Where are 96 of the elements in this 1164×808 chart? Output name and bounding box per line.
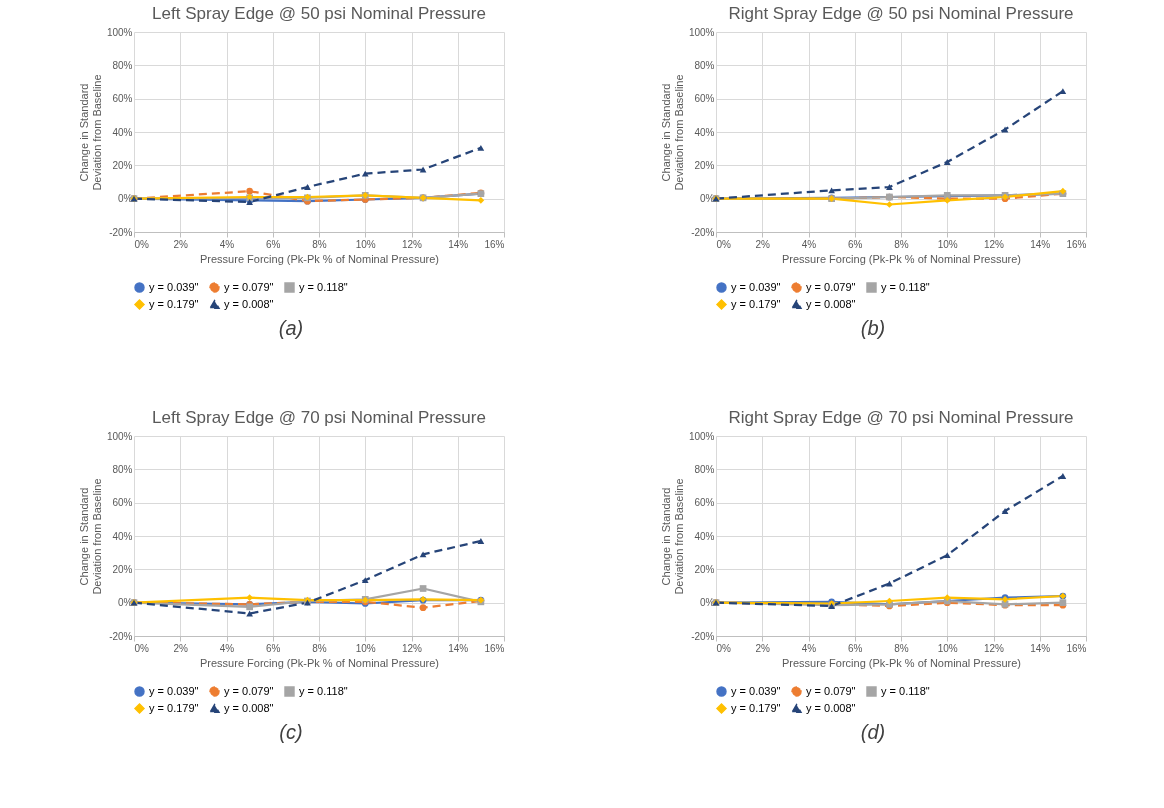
y-tick-label: -20% bbox=[690, 226, 715, 238]
x-axis-title: Pressure Forcing (Pk-Pk % of Nominal Pressure) bbox=[199, 656, 439, 669]
chart-title: Right Spray Edge @ 50 psi Nominal Pressure bbox=[727, 4, 1074, 23]
text: (c) bbox=[279, 721, 303, 744]
x-tick-label: 14% bbox=[1029, 238, 1050, 250]
y-tick-label: 60% bbox=[111, 93, 133, 105]
x-tick-label: 8% bbox=[893, 238, 909, 250]
y-tick-label: 80% bbox=[693, 59, 715, 71]
y-tick-label: 80% bbox=[111, 463, 133, 475]
legend-label: y = 0.179" bbox=[148, 297, 199, 310]
y-tick-label: 20% bbox=[111, 159, 133, 171]
y-tick-label: 40% bbox=[693, 126, 715, 138]
x-tick-label: 0% bbox=[716, 238, 731, 250]
text: (d) bbox=[860, 721, 886, 744]
x-tick-label: 12% bbox=[401, 238, 422, 250]
x-axis-title: Pressure Forcing (Pk-Pk % of Nominal Pressure) bbox=[199, 252, 439, 265]
y-tick-label: 40% bbox=[111, 530, 133, 542]
x-tick-label: 6% bbox=[847, 238, 863, 250]
y-tick-label: -20% bbox=[108, 226, 133, 238]
y-axis-title: Change in Standard Deviation from Baseline bbox=[659, 478, 685, 595]
x-tick-label: 14% bbox=[447, 642, 468, 654]
x-tick-label: 10% bbox=[937, 642, 958, 654]
y-tick-label: 20% bbox=[693, 563, 715, 575]
legend-label: y = 0.079" bbox=[223, 280, 274, 293]
x-tick-label: 4% bbox=[219, 642, 234, 654]
x-tick-label: 12% bbox=[983, 642, 1004, 654]
x-tick-label: 4% bbox=[801, 238, 816, 250]
legend-label: y = 0.039" bbox=[730, 280, 781, 293]
x-tick-label: 10% bbox=[355, 238, 376, 250]
legend-label: y = 0.118" bbox=[298, 280, 348, 293]
x-tick-label: 14% bbox=[447, 238, 468, 250]
x-tick-label: 8% bbox=[311, 642, 327, 654]
legend-label: y = 0.179" bbox=[730, 297, 781, 310]
chart-title: Left Spray Edge @ 50 psi Nominal Pressure bbox=[151, 4, 486, 23]
text: (b) bbox=[860, 317, 886, 340]
y-tick-label: 80% bbox=[693, 463, 715, 475]
x-tick-label: 6% bbox=[265, 642, 281, 654]
x-tick-label: 2% bbox=[173, 642, 188, 654]
x-tick-label: 16% bbox=[483, 238, 505, 250]
legend-label: y = 0.039" bbox=[148, 280, 199, 293]
legend-label: y = 0.079" bbox=[223, 684, 274, 697]
text: (a) bbox=[278, 317, 304, 340]
x-tick-label: 12% bbox=[983, 238, 1004, 250]
legend-label: y = 0.008" bbox=[805, 297, 856, 310]
x-tick-label: 2% bbox=[755, 238, 770, 250]
y-tick-label: -20% bbox=[108, 630, 133, 642]
x-tick-label: 4% bbox=[801, 642, 816, 654]
x-tick-label: 6% bbox=[847, 642, 863, 654]
x-tick-label: 0% bbox=[134, 642, 149, 654]
x-axis-title: Pressure Forcing (Pk-Pk % of Nominal Pressure) bbox=[781, 252, 1021, 265]
y-tick-label: 40% bbox=[111, 126, 133, 138]
x-tick-label: 2% bbox=[755, 642, 770, 654]
y-tick-label: 60% bbox=[111, 497, 133, 509]
y-axis-title: Change in Standard Deviation from Baseline bbox=[659, 74, 685, 191]
y-tick-label: 80% bbox=[111, 59, 133, 71]
x-tick-label: 8% bbox=[311, 238, 327, 250]
y-axis-title: Change in Standard Deviation from Baseline bbox=[77, 478, 103, 595]
legend-label: y = 0.179" bbox=[730, 701, 781, 714]
legend-label: y = 0.179" bbox=[148, 701, 199, 714]
legend-label: y = 0.079" bbox=[805, 684, 856, 697]
x-tick-label: 0% bbox=[134, 238, 149, 250]
legend-label: y = 0.118" bbox=[298, 684, 348, 697]
y-tick-label: 60% bbox=[693, 497, 715, 509]
x-tick-label: 12% bbox=[401, 642, 422, 654]
y-tick-label: -20% bbox=[690, 630, 715, 642]
y-tick-label: 100% bbox=[106, 26, 133, 38]
y-tick-label: 100% bbox=[688, 26, 715, 38]
x-tick-label: 16% bbox=[1065, 642, 1087, 654]
x-tick-label: 14% bbox=[1029, 642, 1050, 654]
y-axis-title: Change in Standard Deviation from Baseline bbox=[77, 74, 103, 191]
x-tick-label: 10% bbox=[355, 642, 376, 654]
legend-label: y = 0.039" bbox=[730, 684, 781, 697]
x-tick-label: 0% bbox=[716, 642, 731, 654]
chart-title: Right Spray Edge @ 70 psi Nominal Pressure bbox=[727, 408, 1074, 427]
legend-label: y = 0.008" bbox=[805, 701, 856, 714]
legend-label: y = 0.008" bbox=[223, 297, 274, 310]
legend-label: y = 0.008" bbox=[223, 701, 274, 714]
legend-label: y = 0.039" bbox=[148, 684, 199, 697]
chart-title: Left Spray Edge @ 70 psi Nominal Pressure bbox=[151, 408, 486, 427]
x-tick-label: 2% bbox=[173, 238, 188, 250]
x-tick-label: 6% bbox=[265, 238, 281, 250]
legend-label: y = 0.118" bbox=[880, 280, 930, 293]
x-axis-title: Pressure Forcing (Pk-Pk % of Nominal Pressure) bbox=[781, 656, 1021, 669]
x-tick-label: 16% bbox=[483, 642, 505, 654]
x-tick-label: 4% bbox=[219, 238, 234, 250]
y-tick-label: 100% bbox=[688, 430, 715, 442]
legend-label: y = 0.118" bbox=[880, 684, 930, 697]
x-tick-label: 10% bbox=[937, 238, 958, 250]
y-tick-label: 60% bbox=[693, 93, 715, 105]
y-tick-label: 40% bbox=[693, 530, 715, 542]
y-tick-label: 20% bbox=[111, 563, 133, 575]
x-tick-label: 16% bbox=[1065, 238, 1087, 250]
legend-label: y = 0.079" bbox=[805, 280, 856, 293]
y-tick-label: 100% bbox=[106, 430, 133, 442]
x-tick-label: 8% bbox=[893, 642, 909, 654]
y-tick-label: 20% bbox=[693, 159, 715, 171]
